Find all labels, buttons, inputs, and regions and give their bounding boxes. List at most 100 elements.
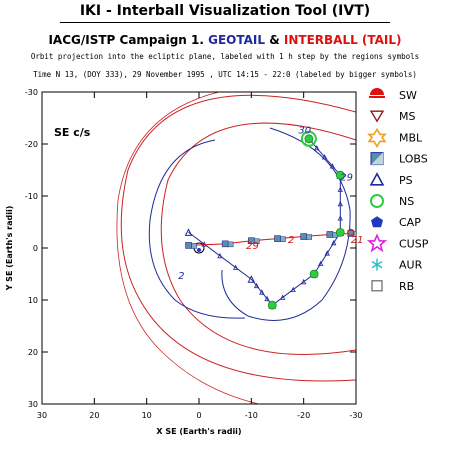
y-tick-label: 10 xyxy=(28,296,38,305)
legend-label: LOBS xyxy=(399,153,428,166)
interball-minor-point xyxy=(254,238,260,244)
legend-item: AUR xyxy=(371,258,423,272)
geotail-minor-point xyxy=(321,154,328,160)
x-tick-label: 20 xyxy=(89,411,99,420)
annotations: 30 29 29 2 21 2 xyxy=(178,126,363,283)
title-underline xyxy=(60,22,390,23)
y-tick-label: 20 xyxy=(28,348,38,357)
magnetopause-curve xyxy=(160,122,356,355)
legend-label: AUR xyxy=(399,259,423,272)
boundary-curves xyxy=(116,92,356,404)
legend-label: SW xyxy=(399,89,417,102)
geotail-point xyxy=(184,228,193,236)
sw-icon xyxy=(370,88,384,95)
geotail-minor-point xyxy=(253,282,260,289)
geotail-minor-point xyxy=(264,295,270,302)
legend-label: MBL xyxy=(399,131,423,144)
legend-item: PS xyxy=(369,172,413,187)
campaign-interball: INTERBALL (TAIL) xyxy=(283,33,402,47)
time-line: Time N 13, (DOY 333), 29 November 1995 ,… xyxy=(33,70,417,79)
ns-big-point xyxy=(300,130,317,147)
geotail-minor-point xyxy=(337,186,343,192)
legend-label: CUSP xyxy=(399,237,429,250)
legend-label: NS xyxy=(399,195,414,208)
annotation-label: 2 xyxy=(288,235,294,246)
cap-icon xyxy=(371,216,383,228)
x-axis-label: X SE (Earth's radii) xyxy=(156,427,241,436)
y-axis-label: Y SE (Earth's radii) xyxy=(5,206,14,292)
legend-item: CAP xyxy=(371,216,421,229)
subtitle: Orbit projection into the ecliptic plane… xyxy=(30,52,420,61)
ns-point xyxy=(335,227,345,237)
bow-shock-curve xyxy=(120,94,356,382)
interball-line xyxy=(188,232,351,246)
geotail-point xyxy=(247,275,256,283)
legend-label: PS xyxy=(399,174,413,187)
interball-end-point xyxy=(347,228,355,236)
legend-item: MBL xyxy=(367,127,423,148)
geotail-minor-point xyxy=(301,278,307,285)
interball-point xyxy=(326,231,334,238)
x-tick-label: 30 xyxy=(37,411,47,420)
y-tick-label: -20 xyxy=(25,140,38,149)
legend-item: RB xyxy=(371,280,414,293)
cusp-icon xyxy=(366,233,388,253)
ns-point xyxy=(304,134,314,144)
frame-label: SE c/s xyxy=(54,126,91,139)
geotail-minor-point xyxy=(329,163,336,169)
inner-blue-curve xyxy=(148,139,246,319)
geotail-minor-point xyxy=(324,250,330,256)
y-tick-label: 0 xyxy=(33,244,38,253)
geotail-line xyxy=(188,138,341,306)
geotail-minor-point xyxy=(217,252,223,259)
legend-item: SW xyxy=(369,88,417,102)
ps-icon xyxy=(369,172,385,186)
interball-minor-point xyxy=(280,236,286,242)
geotail-orbit-loop xyxy=(221,127,351,321)
x-tick-label: -30 xyxy=(349,411,362,420)
geotail-minor-point xyxy=(337,200,343,207)
x-tick-label: 0 xyxy=(196,411,201,420)
aur-icon-stroke xyxy=(371,260,383,269)
campaign-title: IACG/ISTP Campaign 1. GEOTAIL & INTERBAL… xyxy=(0,33,450,47)
geotail-minor-point xyxy=(318,260,324,266)
campaign-prefix: IACG/ISTP Campaign 1. xyxy=(48,33,204,47)
y-tick-label: -30 xyxy=(25,88,38,97)
campaign-amp: & xyxy=(269,33,280,47)
legend-item: MS xyxy=(369,110,415,123)
geotail-minor-point xyxy=(259,289,265,295)
ns-point xyxy=(335,170,345,180)
x-tick-label: -10 xyxy=(245,411,258,420)
ms-icon xyxy=(369,110,385,123)
interball-point xyxy=(185,242,192,249)
legend-label: RB xyxy=(399,280,414,293)
ns-point xyxy=(309,269,319,279)
geotail-minor-point xyxy=(290,286,296,292)
legend-item: LOBS xyxy=(370,152,428,166)
ns-point xyxy=(267,300,277,310)
annotation-label: 2 xyxy=(178,271,184,282)
y-tick-label: 30 xyxy=(28,400,38,409)
mbl-icon xyxy=(367,127,387,148)
earth-core xyxy=(197,248,201,252)
x-tick-label: 10 xyxy=(142,411,152,420)
y-tick-label: -10 xyxy=(25,192,38,201)
interball-point xyxy=(274,235,281,242)
legend-label: MS xyxy=(399,110,415,123)
axes: 30 20 10 0 -10 -20 -30 -30 -20 -10 0 10 20 30 X SE (Ea… xyxy=(5,88,363,436)
annotation-label: 29 xyxy=(246,241,259,252)
legend-item: NS xyxy=(370,194,414,208)
geotail-minor-point xyxy=(201,241,207,247)
legend-label: CAP xyxy=(399,216,421,229)
geotail-minor-point xyxy=(280,294,286,300)
campaign-geotail: GEOTAIL xyxy=(208,33,266,47)
legend-item: CUSP xyxy=(366,233,429,253)
interball-point xyxy=(221,240,229,248)
interball-minor-point xyxy=(191,243,197,249)
geotail-minor-point xyxy=(232,264,239,270)
magnetopause-outer-curve xyxy=(116,92,261,404)
interball-point xyxy=(300,233,307,240)
geotail-minor-point xyxy=(337,215,343,221)
series xyxy=(184,130,356,310)
